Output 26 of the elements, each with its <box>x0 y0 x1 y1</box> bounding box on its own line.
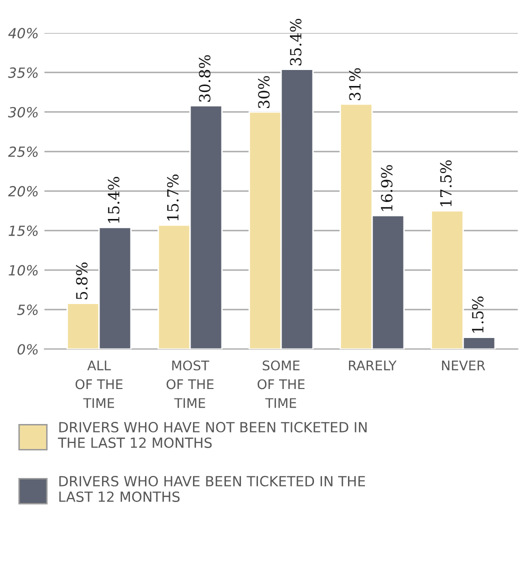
y-tick-label: 5% <box>17 304 38 316</box>
data-label: 31% <box>349 68 361 100</box>
y-tick-label: 30% <box>8 106 38 118</box>
legend-label: DRIVERS WHO HAVE NOT BEEN TICKETED IN THE LAST 12 MONTHS <box>58 422 367 448</box>
data-label: 5.8% <box>76 262 88 300</box>
data-label: 16.9% <box>380 165 392 211</box>
data-label: 15.7% <box>167 174 179 220</box>
y-tick-label: 0% <box>18 344 38 355</box>
data-label: 35.4% <box>290 18 302 66</box>
y-tick-label: 20% <box>8 186 38 197</box>
data-label: 15.4% <box>108 176 120 223</box>
y-tick-label: 40% <box>8 28 38 38</box>
x-tick-label: NEVER <box>442 360 486 370</box>
data-label: 30% <box>258 76 270 108</box>
data-label: 30.8% <box>198 55 210 102</box>
y-tick-label: 15% <box>8 226 38 236</box>
x-tick-label: ALL OF THE TIME <box>76 360 122 408</box>
legend-label: DRIVERS WHO HAVE BEEN TICKETED IN THE LAST 12 MONTHS <box>59 476 365 502</box>
y-tick-label: 35% <box>8 67 38 78</box>
data-label: 1.5% <box>472 296 484 333</box>
x-tick-label: MOST OF THE TIME <box>166 360 214 408</box>
y-tick-label: 25% <box>8 146 38 157</box>
y-tick-label: 10% <box>8 265 38 276</box>
x-tick-label: RARELY <box>349 360 397 370</box>
x-tick-label: SOME OF THE TIME <box>258 360 305 408</box>
data-label: 17.5% <box>440 160 452 206</box>
